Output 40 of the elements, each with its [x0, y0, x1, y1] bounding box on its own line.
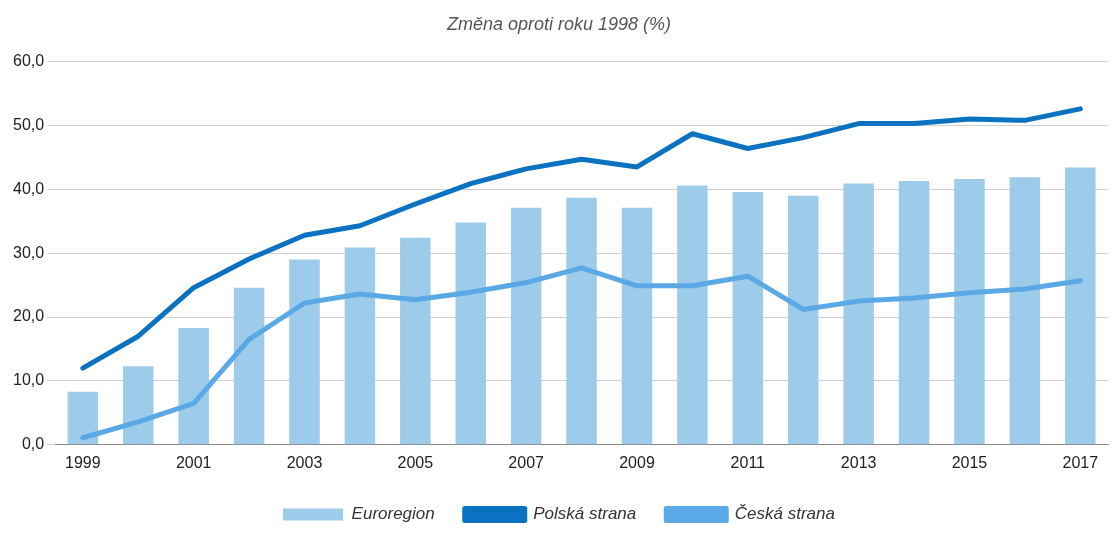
x-tick-label: 2003: [286, 453, 323, 471]
x-tick-label: 2009: [619, 453, 655, 471]
legend-label: Euroregion: [351, 504, 435, 524]
bar: [510, 207, 542, 445]
y-tick-label: 30,0: [13, 243, 45, 261]
bar: [1065, 167, 1096, 445]
y-tick-label: 10,0: [13, 371, 45, 389]
bar: [621, 207, 653, 445]
y-tick-label: 0,0: [21, 435, 45, 453]
x-tick-label: 2001: [175, 453, 212, 471]
legend-label: Česká strana: [734, 504, 835, 524]
bar: [677, 185, 708, 445]
bar: [67, 391, 99, 445]
bar: [455, 222, 486, 445]
bar: [123, 366, 154, 445]
y-tick-label: 20,0: [13, 307, 45, 325]
legend-label: Polská strana: [533, 504, 637, 524]
bar: [566, 197, 597, 445]
bar: [843, 183, 874, 445]
x-tick-label: 2007: [508, 453, 545, 471]
bar: [732, 191, 764, 445]
x-tick-label: 2013: [840, 453, 877, 471]
y-tick-label: 50,0: [13, 115, 45, 133]
chart-title: Změna oproti roku 1998 (%): [445, 13, 672, 34]
y-tick-label: 60,0: [13, 52, 45, 70]
x-tick-label: 2017: [1062, 453, 1099, 471]
x-tick-label: 2015: [951, 453, 988, 471]
x-tick-label: 1999: [65, 453, 101, 471]
x-tick-label: 2005: [397, 453, 434, 471]
y-tick-label: 40,0: [13, 179, 45, 197]
bar: [1009, 177, 1041, 445]
bar: [954, 179, 985, 445]
bar: [178, 327, 209, 445]
bar: [344, 247, 376, 445]
bar: [898, 181, 930, 445]
x-tick-label: 2011: [730, 453, 766, 471]
bar: [233, 287, 265, 445]
bar: [400, 237, 431, 445]
bar: [787, 195, 819, 445]
bar: [289, 259, 320, 445]
